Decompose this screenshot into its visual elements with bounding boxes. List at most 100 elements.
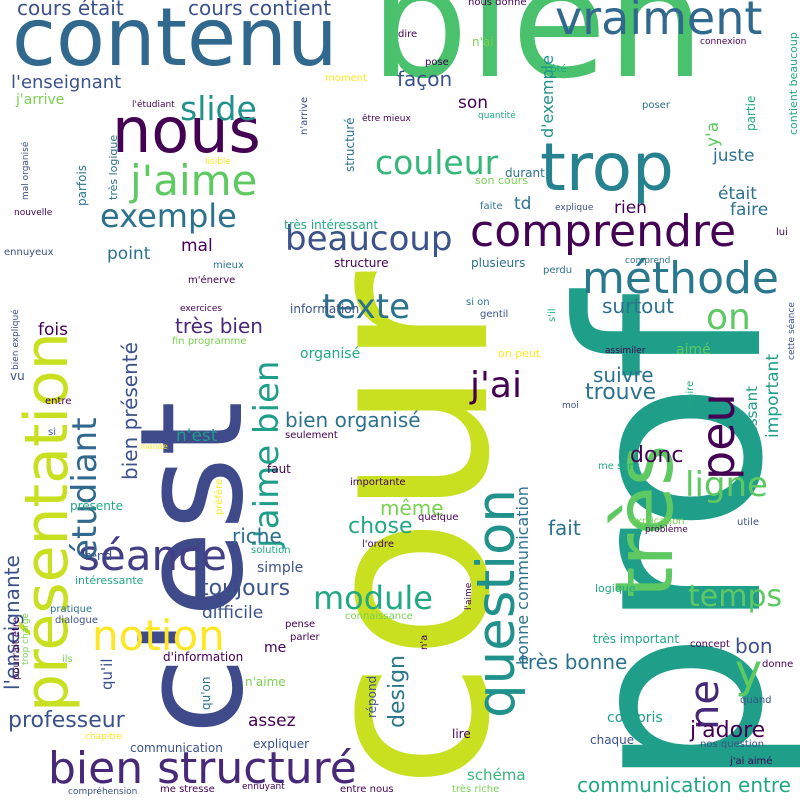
word-interessant: intéressant <box>743 385 761 470</box>
word-quelque: quelque <box>418 512 459 523</box>
word-importante: importante <box>350 477 406 488</box>
word-communication-entre: communication entre <box>577 773 791 797</box>
word-rien: rien <box>614 198 647 218</box>
word-y-a: y'a <box>703 121 723 147</box>
word-couleur: couleur <box>375 143 499 182</box>
word-fin-programme: fin programme <box>172 336 247 347</box>
word-donne: donne <box>762 659 794 670</box>
word-me-sens: me sens <box>598 461 640 472</box>
word-logique: logique <box>595 582 636 595</box>
word-entre: entre <box>45 396 72 407</box>
word-seance: séance <box>78 531 228 580</box>
word-professeur: professeur <box>8 708 125 733</box>
word-d-information: d'information <box>163 650 244 664</box>
word-simple: simple <box>257 560 304 576</box>
word-vraiment: vraiment <box>555 0 763 45</box>
word-n-arrive: n'arrive <box>299 96 310 135</box>
word-moi: moi <box>562 401 579 411</box>
word-interessante: intéressante <box>75 574 144 587</box>
word-j-ai-aime: j'ai aimé <box>730 756 773 767</box>
word-slide: slide <box>180 89 257 128</box>
word-on: on <box>706 297 751 338</box>
word-bon: bon <box>735 634 773 658</box>
word-comprehension: compréhension <box>68 787 138 797</box>
word-meme: même <box>380 496 444 520</box>
word-expliquer: expliquer <box>253 737 310 751</box>
word-assez: assez <box>248 711 296 731</box>
word-j-adore: j'adore <box>690 718 766 743</box>
word-l-enseignant: l'enseignant <box>11 72 122 93</box>
word-lui: lui <box>776 227 788 238</box>
word-probleme: problème <box>645 525 688 535</box>
word-chaque: chaque <box>590 733 635 747</box>
word-concept: concept <box>690 639 730 650</box>
word-exemple: exemple <box>100 197 237 235</box>
word-tres-logique: très logique <box>107 134 120 200</box>
word-compris: compris <box>607 710 663 726</box>
word-prefere: préfère <box>214 478 225 515</box>
word-surtout: surtout <box>602 294 674 318</box>
word-si-on: si on <box>466 297 490 308</box>
word-moment: moment <box>325 73 368 84</box>
word-tres-interessant: très intéressant <box>284 218 379 232</box>
word-qu-on: qu'on <box>199 676 213 710</box>
word-son-cours: son cours <box>475 174 528 187</box>
word-aime: aimé <box>676 342 711 358</box>
word-exercices: exercices <box>180 304 223 314</box>
word-entre-nous: entre nous <box>340 784 394 795</box>
word-information: information <box>290 302 360 316</box>
word-dialogue: dialogue <box>55 615 98 626</box>
word-etudiant: étudiant <box>65 417 105 560</box>
word-s-il: s'il <box>547 308 558 322</box>
word-fait: fait <box>548 516 581 540</box>
word-mal: mal <box>181 236 213 256</box>
word-communication: communication <box>130 741 223 755</box>
word-perdu: perdu <box>543 265 573 276</box>
word-me-stresse: me stresse <box>160 784 215 795</box>
word-tres-important: très important <box>593 632 680 646</box>
word-nous-donne: nous donne <box>468 0 527 8</box>
word-l-etudiant: l'étudiant <box>132 100 175 110</box>
word-dire: dire <box>398 29 418 40</box>
word-cette-seance: cette séance <box>787 302 797 360</box>
word-donc: donc <box>630 443 684 468</box>
word-rend: rend <box>85 549 113 563</box>
word-notion: notion <box>92 611 225 660</box>
word-pose: pose <box>425 57 449 68</box>
word-quantite: quantité <box>478 111 516 121</box>
word-presente: présente <box>70 499 123 513</box>
word-bien-presente: bien présenté <box>118 342 142 480</box>
word-structure: structure <box>334 256 389 270</box>
word-utile: utile <box>737 517 759 528</box>
word-lire: lire <box>452 727 471 741</box>
word-ligne: ligne <box>685 465 768 505</box>
word-difficile: difficile <box>202 603 264 623</box>
word-cours-contient: cours contient <box>188 0 332 20</box>
word-contenu: contenu <box>12 0 338 84</box>
word-nouvelle: nouvelle <box>14 208 53 218</box>
word-parler: parler <box>290 632 320 643</box>
word-structure: structuré <box>343 117 357 172</box>
word-connexion: connexion <box>700 37 747 47</box>
word-design: design <box>385 655 410 728</box>
word-son: son <box>458 93 489 113</box>
word-me: me <box>264 640 287 656</box>
word-chapitre: chapitre <box>85 732 122 742</box>
word-poser: poser <box>642 100 670 111</box>
word-cote: côté <box>545 64 567 75</box>
word-important: important <box>763 354 783 438</box>
word-pense: pense <box>285 619 316 630</box>
word-n-aime: n'aime <box>245 675 286 689</box>
word-y: y <box>735 644 763 698</box>
word-bien: bien <box>370 0 706 113</box>
word-beaucoup: beaucoup <box>285 219 453 259</box>
word-durant: durant <box>505 166 545 180</box>
word-plusieurs: plusieurs <box>471 256 526 270</box>
word-assimiler: assimiler <box>605 346 646 356</box>
word-fois: fois <box>38 320 68 340</box>
word-mal-organise: mal organisé <box>21 141 31 200</box>
word-td: td <box>514 194 532 214</box>
word-methode: méthode <box>582 253 779 304</box>
word-ils: ils <box>62 654 73 665</box>
word-tres-bonne: très bonne <box>520 650 628 674</box>
